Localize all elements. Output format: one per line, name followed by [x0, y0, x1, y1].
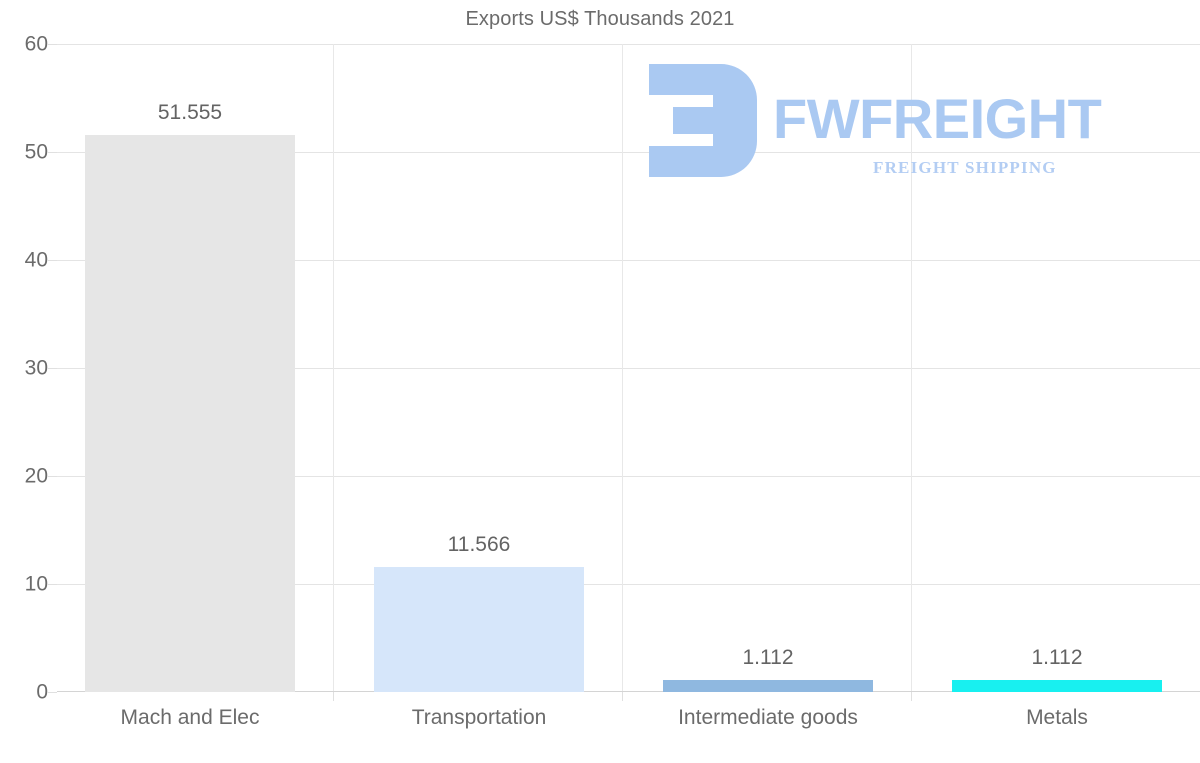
y-tick-label-60: 60 — [24, 32, 48, 56]
gridline-vertical — [911, 44, 912, 692]
y-tick-dash — [48, 692, 57, 693]
bar-group-metals: 1.112 — [952, 44, 1162, 692]
bar-mach-and-elec[interactable] — [85, 135, 295, 692]
gridline-horizontal — [57, 368, 1200, 369]
x-axis-baseline — [57, 691, 1200, 692]
bar-group-transportation: 11.566 — [374, 44, 584, 692]
chart-title: Exports US$ Thousands 2021 — [465, 8, 735, 30]
y-tick-dash — [48, 584, 57, 585]
bar-value-label-metals: 1.112 — [1031, 646, 1083, 669]
gridline-horizontal — [57, 584, 1200, 585]
y-tick-dash — [48, 152, 57, 153]
x-tick-mark — [333, 692, 334, 701]
bar-value-label-intermediate-goods: 1.112 — [742, 646, 794, 669]
bar-group-mach-and-elec: 51.555 — [85, 44, 295, 692]
gridline-vertical — [622, 44, 623, 692]
bar-transportation[interactable] — [374, 567, 584, 692]
plot-area: 51.555 11.566 1.112 1.112 — [57, 44, 1200, 701]
bar-value-label-mach-and-elec: 51.555 — [157, 101, 223, 124]
x-tick-label-mach-and-elec: Mach and Elec — [120, 706, 260, 729]
x-tick-mark — [622, 692, 623, 701]
x-tick-mark — [911, 692, 912, 701]
gridline-horizontal — [57, 260, 1200, 261]
bar-group-intermediate-goods: 1.112 — [663, 44, 873, 692]
x-axis: Mach and Elec Transportation Intermediat… — [57, 700, 1200, 745]
y-tick-label-0: 0 — [36, 680, 48, 704]
gridline-vertical — [333, 44, 334, 692]
bar-value-label-transportation: 11.566 — [447, 533, 511, 556]
gridline-horizontal — [57, 476, 1200, 477]
y-tick-label-30: 30 — [24, 356, 48, 380]
y-tick-label-40: 40 — [24, 248, 48, 272]
y-tick-dash — [48, 476, 57, 477]
y-tick-label-10: 10 — [24, 572, 48, 596]
bar-metals[interactable] — [952, 680, 1162, 692]
y-tick-label-20: 20 — [24, 464, 48, 488]
gridline-horizontal — [57, 152, 1200, 153]
gridline-horizontal — [57, 44, 1200, 45]
y-tick-dash — [48, 260, 57, 261]
y-tick-dash — [48, 44, 57, 45]
bar-intermediate-goods[interactable] — [663, 680, 873, 692]
x-tick-label-transportation: Transportation — [411, 706, 547, 729]
y-tick-dash — [48, 368, 57, 369]
y-tick-label-50: 50 — [24, 140, 48, 164]
y-axis: 60 50 40 30 20 10 0 — [0, 34, 57, 703]
x-tick-label-intermediate-goods: Intermediate goods — [678, 706, 858, 729]
x-tick-label-metals: Metals — [1026, 706, 1088, 729]
